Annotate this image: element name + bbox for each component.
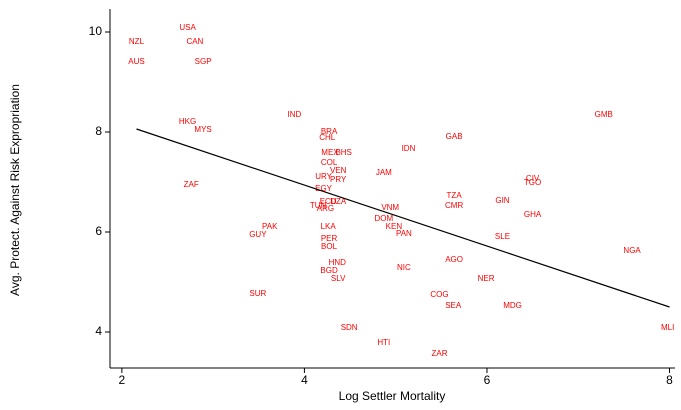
point-label: MDG <box>503 301 522 310</box>
fit-line <box>136 128 670 308</box>
point-label: CAN <box>186 37 203 46</box>
point-label: CHL <box>319 133 336 142</box>
point-label: COG <box>430 290 448 299</box>
point-label: MYS <box>194 125 211 134</box>
y-axis-label: Avg. Protect. Against Risk Expropriation <box>8 84 22 296</box>
point-label: BOL <box>321 242 338 251</box>
point-label: AGO <box>445 255 463 264</box>
point-label: CIV <box>526 174 540 183</box>
point-label: PAN <box>396 229 412 238</box>
point-label: BGD <box>320 266 338 275</box>
point-label: SUR <box>249 289 266 298</box>
point-label: GUY <box>249 230 267 239</box>
point-label: ZAF <box>184 180 199 189</box>
y-tick-label: 10 <box>89 24 103 38</box>
point-label: CMR <box>445 201 463 210</box>
point-label: TUN <box>310 201 327 210</box>
point-label: JAM <box>376 168 392 177</box>
point-label: SEA <box>445 301 462 310</box>
point-label: URY <box>315 172 332 181</box>
point-label: GMB <box>595 110 613 119</box>
point-label: GAB <box>446 132 463 141</box>
point-label: AUS <box>128 57 144 66</box>
point-label: PRY <box>330 175 347 184</box>
point-label: VEN <box>330 166 347 175</box>
point-label: PAK <box>262 222 278 231</box>
point-label: EGY <box>315 184 333 193</box>
x-tick-label: 6 <box>484 373 491 387</box>
point-label: ECU <box>320 197 337 206</box>
point-label: KEN <box>386 222 403 231</box>
point-label: MLI <box>661 323 674 332</box>
point-label: COL <box>321 158 338 167</box>
point-label: VNM <box>381 203 399 212</box>
point-label: NIC <box>397 263 411 272</box>
point-label: IND <box>287 110 301 119</box>
point-label: NZL <box>129 37 145 46</box>
point-label: GIN <box>495 196 509 205</box>
point-label: SLE <box>495 232 510 241</box>
point-label: DOM <box>374 214 393 223</box>
point-label: BHS <box>335 148 351 157</box>
point-label: MEX <box>321 148 339 157</box>
point-label: GHA <box>524 210 542 219</box>
point-label: DZA <box>330 197 347 206</box>
point-label: ZAR <box>432 349 448 358</box>
point-label: HND <box>329 258 347 267</box>
point-label: HTI <box>377 338 390 347</box>
point-label: BRA <box>321 127 338 136</box>
point-label: ARG <box>317 204 334 213</box>
point-label: SLV <box>331 274 346 283</box>
point-label: TZA <box>447 191 463 200</box>
point-label: USA <box>179 23 196 32</box>
y-tick-label: 6 <box>95 224 102 238</box>
x-tick-label: 2 <box>119 373 126 387</box>
x-tick-label: 4 <box>301 373 308 387</box>
point-label: TGO <box>524 178 541 187</box>
point-label: NER <box>478 274 495 283</box>
x-tick-label: 8 <box>666 373 673 387</box>
point-label: PER <box>321 234 338 243</box>
point-label: NGA <box>623 246 641 255</box>
point-label: LKA <box>321 222 337 231</box>
point-label: HKG <box>179 117 196 126</box>
point-label: SGP <box>195 57 212 66</box>
point-label: IDN <box>402 144 416 153</box>
y-tick-label: 4 <box>95 324 102 338</box>
x-axis-label: Log Settler Mortality <box>339 389 446 403</box>
y-tick-label: 8 <box>95 124 102 138</box>
point-label: SDN <box>341 323 358 332</box>
